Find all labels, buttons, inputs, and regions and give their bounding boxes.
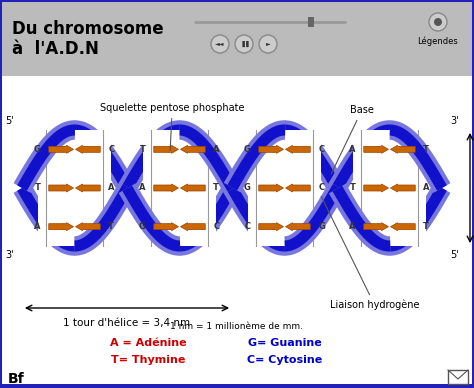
Polygon shape bbox=[181, 223, 205, 231]
Text: A: A bbox=[349, 145, 356, 154]
Text: ►: ► bbox=[265, 42, 270, 47]
Text: A: A bbox=[108, 184, 115, 192]
Circle shape bbox=[429, 13, 447, 31]
Polygon shape bbox=[154, 146, 179, 153]
Bar bbox=[448, 370, 468, 384]
Bar bbox=[248, 130, 321, 246]
Text: 3': 3' bbox=[450, 116, 459, 126]
Polygon shape bbox=[181, 146, 205, 153]
Text: A: A bbox=[349, 222, 356, 231]
Text: Du chromosome: Du chromosome bbox=[12, 20, 164, 38]
Text: à  l'A.D.N: à l'A.D.N bbox=[12, 40, 99, 58]
Text: G: G bbox=[244, 145, 251, 154]
Polygon shape bbox=[391, 223, 415, 231]
Bar bbox=[143, 130, 216, 246]
Text: T: T bbox=[35, 184, 41, 192]
Text: A: A bbox=[213, 145, 220, 154]
Text: C: C bbox=[213, 222, 219, 231]
Polygon shape bbox=[285, 146, 310, 153]
Polygon shape bbox=[259, 223, 283, 231]
Bar bbox=[2, 2, 472, 76]
Text: G: G bbox=[318, 222, 325, 231]
Text: Squelette pentose phosphate: Squelette pentose phosphate bbox=[100, 103, 245, 151]
Text: C: C bbox=[245, 222, 251, 231]
Text: 5': 5' bbox=[450, 250, 459, 260]
Text: G= Guanine: G= Guanine bbox=[248, 338, 322, 348]
Polygon shape bbox=[181, 184, 205, 192]
Bar bbox=[2, 76, 472, 384]
Polygon shape bbox=[75, 184, 100, 192]
Bar bbox=[353, 130, 426, 246]
Text: G: G bbox=[34, 145, 41, 154]
Polygon shape bbox=[154, 223, 179, 231]
Polygon shape bbox=[259, 146, 283, 153]
Text: ◄◄: ◄◄ bbox=[215, 42, 225, 47]
Text: T: T bbox=[350, 184, 356, 192]
Polygon shape bbox=[75, 223, 100, 231]
Polygon shape bbox=[391, 146, 415, 153]
Text: T: T bbox=[108, 222, 114, 231]
Polygon shape bbox=[49, 184, 73, 192]
Text: ▐▐: ▐▐ bbox=[239, 41, 249, 47]
Polygon shape bbox=[285, 223, 310, 231]
Polygon shape bbox=[49, 223, 73, 231]
Text: 1 nm = 1 millionème de mm.: 1 nm = 1 millionème de mm. bbox=[171, 322, 303, 331]
Text: T: T bbox=[423, 222, 429, 231]
Polygon shape bbox=[75, 146, 100, 153]
Text: T: T bbox=[140, 145, 146, 154]
Text: C: C bbox=[318, 145, 324, 154]
Polygon shape bbox=[259, 184, 283, 192]
Polygon shape bbox=[49, 146, 73, 153]
Text: A = Adénine: A = Adénine bbox=[109, 338, 186, 348]
Circle shape bbox=[434, 18, 442, 26]
Bar bbox=[308, 17, 314, 27]
Text: A: A bbox=[423, 184, 430, 192]
Polygon shape bbox=[364, 184, 389, 192]
Polygon shape bbox=[285, 184, 310, 192]
Circle shape bbox=[235, 35, 253, 53]
Polygon shape bbox=[391, 184, 415, 192]
Circle shape bbox=[211, 35, 229, 53]
Text: G: G bbox=[244, 184, 251, 192]
Text: T: T bbox=[213, 184, 219, 192]
Text: A: A bbox=[34, 222, 41, 231]
Bar bbox=[38, 130, 111, 246]
Text: Base: Base bbox=[331, 105, 374, 174]
Text: A: A bbox=[139, 184, 146, 192]
Text: C: C bbox=[318, 184, 324, 192]
Circle shape bbox=[259, 35, 277, 53]
Text: C= Cytosine: C= Cytosine bbox=[247, 355, 323, 365]
Text: T: T bbox=[423, 145, 429, 154]
Polygon shape bbox=[154, 184, 179, 192]
Text: 3': 3' bbox=[5, 250, 14, 260]
Polygon shape bbox=[364, 223, 389, 231]
Text: Liaison hydrogène: Liaison hydrogène bbox=[321, 196, 419, 310]
Text: 1 tour d'hélice = 3,4 nm: 1 tour d'hélice = 3,4 nm bbox=[64, 318, 191, 328]
Text: 5': 5' bbox=[5, 116, 14, 126]
Polygon shape bbox=[364, 146, 389, 153]
Text: Bf: Bf bbox=[8, 372, 25, 386]
Text: G: G bbox=[139, 222, 146, 231]
Text: Légendes: Légendes bbox=[418, 36, 458, 45]
Text: C: C bbox=[108, 145, 114, 154]
Text: T= Thymine: T= Thymine bbox=[111, 355, 185, 365]
